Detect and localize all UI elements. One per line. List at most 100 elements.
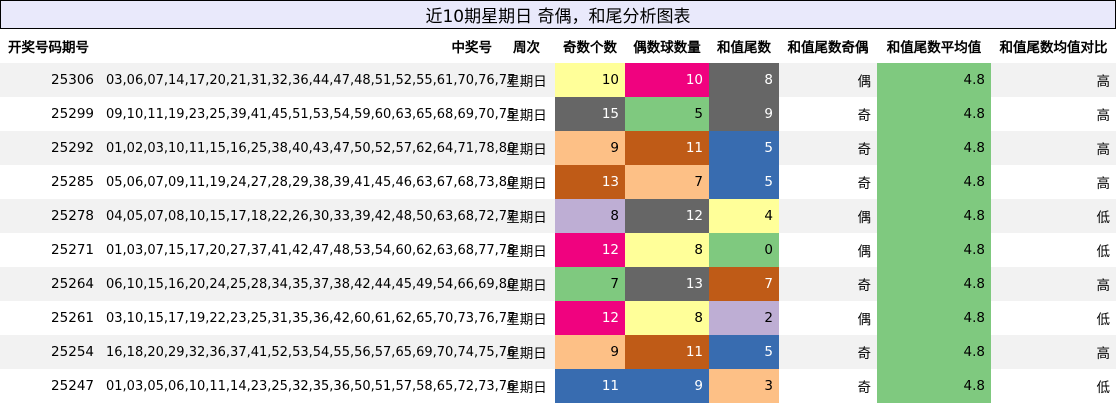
issue-cell: 25264 — [0, 267, 100, 301]
winning-numbers-cell: 03,06,07,14,17,20,21,31,32,36,44,47,48,5… — [100, 63, 515, 97]
weekday-cell: 星期日 — [506, 244, 547, 260]
winning-numbers-cell: 09,10,11,19,23,25,39,41,45,51,53,54,59,6… — [106, 106, 516, 122]
header-tail-compare: 和值尾数均值对比 — [999, 40, 1108, 56]
weekday-cell: 星期日 — [506, 380, 547, 396]
even-count-cell: 9 — [625, 369, 709, 403]
header-day: 周次 — [513, 40, 540, 56]
odd-count-cell: 11 — [555, 369, 625, 403]
even-count-cell: 12 — [625, 199, 709, 233]
winning-numbers-cell: 03,10,15,17,19,22,23,25,31,35,36,42,60,6… — [106, 310, 516, 326]
tail-average-cell: 4.8 — [877, 131, 991, 165]
weekday-cell: 星期日 — [498, 199, 555, 233]
tail-parity-cell: 偶 — [779, 63, 877, 97]
tail-average-cell: 4.8 — [877, 233, 991, 267]
table-row: 25285 05,06,07,09,11,19,24,27,28,29,38,39… — [0, 165, 1116, 199]
tail-compare-cell: 高 — [1096, 176, 1111, 192]
sum-tail-cell: 5 — [709, 131, 779, 165]
issue-cell: 25299 — [51, 106, 94, 122]
header-tail-parity: 和值尾数奇偶 — [787, 40, 869, 56]
winning-numbers-cell: 01,03,07,15,17,20,27,37,41,42,47,48,53,5… — [106, 242, 516, 258]
issue-cell: 25271 — [51, 242, 94, 258]
odd-count-cell: 13 — [555, 165, 625, 199]
issue-cell: 25254 — [0, 335, 100, 369]
sum-tail-cell: 7 — [709, 267, 779, 301]
issue-cell: 25292 — [0, 131, 100, 165]
table-row: 25261 03,10,15,17,19,22,23,25,31,35,36,42… — [0, 301, 1116, 335]
header-tail-average: 和值尾数平均值 — [886, 40, 982, 56]
tail-compare-cell: 低 — [1096, 244, 1111, 260]
odd-count-cell: 10 — [555, 63, 625, 97]
tail-parity-cell: 奇 — [779, 131, 877, 165]
winning-numbers-cell: 04,05,07,08,10,15,17,18,22,26,30,33,39,4… — [100, 199, 515, 233]
weekday-cell: 星期日 — [506, 312, 547, 328]
tail-average-cell: 4.8 — [877, 97, 991, 131]
odd-count-cell: 12 — [555, 233, 625, 267]
even-count-cell: 5 — [625, 97, 709, 131]
table-row: 25278 04,05,07,08,10,15,17,18,22,26,30,33… — [0, 199, 1116, 233]
weekday-cell: 星期日 — [498, 267, 555, 301]
tail-parity-cell: 偶 — [779, 199, 877, 233]
tail-compare-cell: 高 — [991, 267, 1116, 301]
sum-tail-cell: 2 — [709, 301, 779, 335]
even-count-cell: 7 — [625, 165, 709, 199]
tail-average-cell: 4.8 — [877, 267, 991, 301]
weekday-cell: 星期日 — [498, 63, 555, 97]
sum-tail-cell: 8 — [709, 63, 779, 97]
sum-tail-cell: 5 — [709, 335, 779, 369]
tail-compare-cell: 高 — [1096, 108, 1111, 124]
even-count-cell: 8 — [625, 233, 709, 267]
tail-average-cell: 4.8 — [877, 335, 991, 369]
sum-tail-cell: 5 — [709, 165, 779, 199]
table-row: 25299 09,10,11,19,23,25,39,41,45,51,53,54… — [0, 97, 1116, 131]
winning-numbers-cell: 16,18,20,29,32,36,37,41,52,53,54,55,56,5… — [100, 335, 515, 369]
sum-tail-cell: 0 — [709, 233, 779, 267]
even-count-cell: 13 — [625, 267, 709, 301]
tail-compare-cell: 低 — [1096, 380, 1111, 396]
issue-cell: 25278 — [0, 199, 100, 233]
table-row: 25271 01,03,07,15,17,20,27,37,41,42,47,48… — [0, 233, 1116, 267]
weekday-cell: 星期日 — [506, 108, 547, 124]
tail-average-cell: 4.8 — [877, 63, 991, 97]
even-count-cell: 10 — [625, 63, 709, 97]
even-count-cell: 8 — [625, 301, 709, 335]
header-numbers: 中奖号 — [451, 40, 493, 56]
header-even-count: 偶数球数量 — [633, 40, 701, 56]
tail-parity-cell: 偶 — [857, 244, 872, 260]
header-row: 开奖号码期号 中奖号 周次 奇数个数 偶数球数量 和值尾数 和值尾数奇偶 和值尾… — [0, 29, 1116, 63]
header-odd-count: 奇数个数 — [563, 40, 617, 56]
odd-count-cell: 15 — [555, 97, 625, 131]
odd-count-cell: 12 — [555, 301, 625, 335]
tail-parity-cell: 偶 — [857, 312, 872, 328]
weekday-cell: 星期日 — [506, 176, 547, 192]
odd-count-cell: 7 — [555, 267, 625, 301]
winning-numbers-cell: 01,03,05,06,10,11,14,23,25,32,35,36,50,5… — [106, 378, 516, 394]
tail-compare-cell: 高 — [991, 131, 1116, 165]
issue-cell: 25247 — [51, 378, 94, 394]
tail-average-cell: 4.8 — [877, 301, 991, 335]
analysis-table: 开奖号码期号 中奖号 周次 奇数个数 偶数球数量 和值尾数 和值尾数奇偶 和值尾… — [0, 29, 1116, 403]
tail-compare-cell: 低 — [1096, 312, 1111, 328]
winning-numbers-cell: 06,10,15,16,20,24,25,28,34,35,37,38,42,4… — [100, 267, 515, 301]
even-count-cell: 11 — [625, 335, 709, 369]
tail-average-cell: 4.8 — [877, 199, 991, 233]
header-issue: 开奖号码期号 — [8, 40, 89, 56]
issue-cell: 25261 — [51, 310, 94, 326]
tail-average-cell: 4.8 — [877, 369, 991, 403]
odd-count-cell: 8 — [555, 199, 625, 233]
even-count-cell: 11 — [625, 131, 709, 165]
sum-tail-cell: 4 — [709, 199, 779, 233]
winning-numbers-cell: 05,06,07,09,11,19,24,27,28,29,38,39,41,4… — [106, 174, 516, 190]
table-row: 25247 01,03,05,06,10,11,14,23,25,32,35,36… — [0, 369, 1116, 403]
tail-parity-cell: 奇 — [857, 176, 872, 192]
issue-cell: 25285 — [51, 174, 94, 190]
sum-tail-cell: 3 — [709, 369, 779, 403]
odd-count-cell: 9 — [555, 335, 625, 369]
tail-compare-cell: 高 — [991, 63, 1116, 97]
table-row: 25264 06,10,15,16,20,24,25,28,34,35,37,38… — [0, 267, 1116, 301]
weekday-cell: 星期日 — [498, 335, 555, 369]
tail-parity-cell: 奇 — [857, 108, 872, 124]
tail-compare-cell: 高 — [991, 335, 1116, 369]
table-row: 25254 16,18,20,29,32,36,37,41,52,53,54,55… — [0, 335, 1116, 369]
tail-average-cell: 4.8 — [877, 165, 991, 199]
weekday-cell: 星期日 — [498, 131, 555, 165]
